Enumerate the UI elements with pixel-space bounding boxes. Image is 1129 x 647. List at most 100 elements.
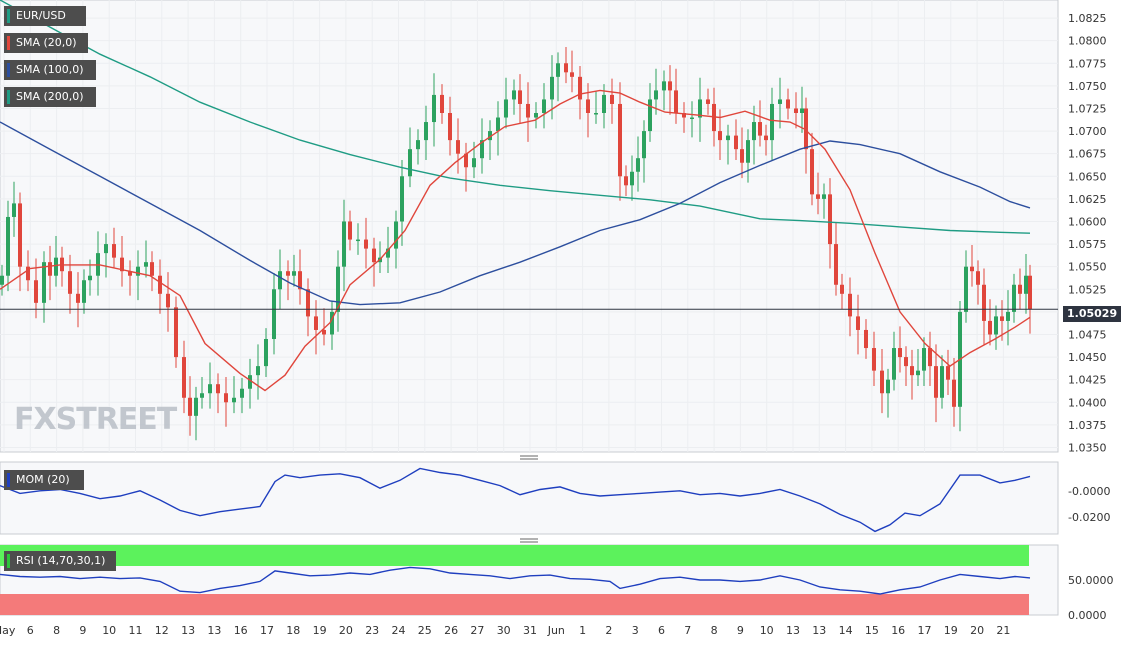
- x-tick-label: 21: [996, 624, 1010, 637]
- price-y-tick: 1.0775: [1068, 57, 1107, 70]
- candle-body: [982, 284, 986, 321]
- candle-body: [662, 81, 666, 91]
- x-tick-label: 25: [418, 624, 432, 637]
- candle-body: [682, 113, 686, 118]
- candle-body: [1000, 316, 1004, 321]
- legend-swatch-sma100: [7, 63, 10, 77]
- candle-body: [928, 348, 932, 367]
- x-tick-label: May: [0, 624, 16, 637]
- candle-body: [578, 76, 582, 100]
- candle-body: [542, 99, 546, 113]
- price-y-tick: 1.0650: [1068, 170, 1107, 183]
- legend-rsi-label: RSI (14,70,30,1): [16, 554, 106, 567]
- candle-body: [76, 293, 80, 303]
- candle-body: [698, 99, 702, 118]
- candle-body: [314, 316, 318, 330]
- x-tick-label: 26: [444, 624, 458, 637]
- x-tick-label: 11: [129, 624, 143, 637]
- x-tick-label: 6: [658, 624, 665, 637]
- legend-sma20[interactable]: SMA (20,0): [4, 33, 88, 53]
- candle-body: [946, 366, 950, 380]
- candle-body: [6, 216, 10, 276]
- candle-body: [48, 262, 52, 276]
- candle-body: [408, 149, 412, 177]
- candle-body: [386, 248, 390, 258]
- candle-body: [372, 248, 376, 263]
- rsi-overbought-zone: [0, 545, 1029, 566]
- x-tick-label: 24: [392, 624, 406, 637]
- x-tick-label: 17: [918, 624, 932, 637]
- x-tick-label: 6: [27, 624, 34, 637]
- candle-body: [570, 72, 574, 77]
- legend-sma200[interactable]: SMA (200,0): [4, 87, 96, 107]
- price-y-tick: 1.0400: [1068, 396, 1107, 409]
- legend-sma100[interactable]: SMA (100,0): [4, 60, 96, 80]
- mom-y-tick: -0.0200: [1068, 511, 1110, 524]
- candle-body: [834, 244, 838, 285]
- candle-body: [292, 271, 296, 276]
- candle-body: [740, 149, 744, 163]
- candle-body: [158, 275, 162, 294]
- candle-body: [322, 329, 326, 335]
- candle-body: [232, 397, 236, 403]
- candle-body: [840, 284, 844, 294]
- candle-body: [910, 366, 914, 376]
- x-tick-label: 8: [53, 624, 60, 637]
- x-tick-label: 20: [970, 624, 984, 637]
- candle-body: [864, 329, 868, 349]
- legend-sma100-label: SMA (100,0): [16, 63, 84, 76]
- price-y-tick: 1.0675: [1068, 148, 1107, 161]
- candle-body: [188, 397, 192, 416]
- candle-body: [104, 244, 108, 254]
- candle-body: [34, 280, 38, 303]
- candle-body: [886, 379, 890, 394]
- x-tick-label: 19: [313, 624, 327, 637]
- candle-body: [758, 122, 762, 136]
- legend-eurusd-label: EUR/USD: [16, 9, 66, 22]
- legend-rsi[interactable]: RSI (14,70,30,1): [4, 551, 116, 571]
- fxstreet-watermark: FXSTREET: [14, 402, 177, 437]
- candle-body: [726, 135, 730, 141]
- x-tick-label: 14: [839, 624, 853, 637]
- x-tick-label: 16: [891, 624, 905, 637]
- candle-body: [1012, 284, 1016, 312]
- price-panel: 1.0825 1.0800 1.0775 1.0750 1.0725 1.0700 1.06…: [0, 0, 1107, 454]
- candle-body: [496, 117, 500, 132]
- legend-swatch-eurusd: [7, 9, 10, 23]
- candle-body: [144, 262, 148, 267]
- legend-swatch-sma200: [7, 90, 10, 104]
- x-tick-label: 2: [605, 624, 612, 637]
- candle-body: [120, 257, 124, 272]
- legend-mom-label: MOM (20): [16, 473, 70, 486]
- candle-body: [200, 393, 204, 398]
- candle-body: [642, 131, 646, 159]
- legend-eurusd[interactable]: EUR/USD: [4, 6, 86, 26]
- candle-body: [994, 316, 998, 335]
- candle-body: [718, 131, 722, 141]
- candle-body: [448, 113, 452, 141]
- candle-body: [256, 366, 260, 376]
- candle-body: [416, 140, 420, 150]
- candle-body: [298, 271, 302, 290]
- price-y-tick: 1.0700: [1068, 125, 1107, 138]
- candle-body: [586, 99, 590, 113]
- mom-plot-bg: [0, 461, 1059, 535]
- price-y-tick: 1.0750: [1068, 80, 1107, 93]
- candle-body: [472, 158, 476, 168]
- sma20-line: [0, 89, 1031, 392]
- candle-body: [636, 158, 640, 172]
- price-y-tick: 1.0725: [1068, 102, 1107, 115]
- x-tick-label: 7: [684, 624, 691, 637]
- candle-body: [112, 244, 116, 258]
- candle-body: [856, 316, 860, 330]
- sma200-line: [0, 0, 1031, 234]
- legend-mom[interactable]: MOM (20): [4, 470, 84, 490]
- candle-body: [602, 94, 606, 113]
- candle-body: [224, 393, 228, 403]
- price-y-tick: 1.0825: [1068, 12, 1107, 25]
- candle-body: [794, 108, 798, 113]
- price-y-tick: 1.0550: [1068, 261, 1107, 274]
- candle-body: [88, 275, 92, 281]
- candle-body: [336, 266, 340, 312]
